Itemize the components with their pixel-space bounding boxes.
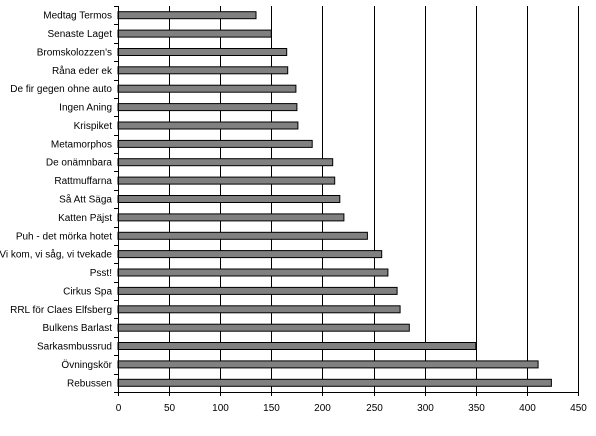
category-label: RRL för Claes Elfsberg: [10, 305, 112, 316]
bar: [117, 268, 389, 277]
category-label: Metamorphos: [51, 139, 112, 150]
x-tick-label: 100: [212, 403, 229, 414]
bar: [117, 360, 539, 369]
category-label: Rebussen: [67, 378, 112, 389]
category-label: Bulkens Barlast: [43, 323, 113, 334]
x-tick-label: 300: [417, 403, 434, 414]
category-label: Rattmuffarna: [54, 176, 112, 187]
bar: [117, 103, 298, 112]
bar: [117, 323, 410, 332]
category-label: Puh - det mörka hotet: [16, 231, 112, 242]
bar: [117, 305, 401, 314]
bar: [117, 84, 297, 93]
x-tick-label: 50: [164, 403, 176, 414]
axes: [114, 6, 579, 396]
category-label: Övningskör: [61, 359, 112, 371]
bar: [117, 378, 552, 387]
bar: [117, 286, 398, 295]
bar: [117, 250, 383, 259]
category-label: Vi kom, vi såg, vi tvekade: [0, 249, 112, 261]
bar: [117, 29, 272, 38]
x-tick-label: 250: [366, 403, 383, 414]
category-label: Psst!: [90, 268, 112, 279]
category-label: Så Att Säga: [59, 194, 112, 206]
category-label: Bromskolozzen's: [37, 48, 112, 59]
bar: [117, 121, 299, 130]
category-label: Krispiket: [74, 121, 113, 132]
category-label: Cirkus Spa: [63, 286, 112, 297]
bar: [117, 66, 289, 75]
bar: [117, 195, 341, 203]
bar: [117, 158, 334, 167]
x-tick-label: 0: [116, 403, 122, 414]
bar: [117, 48, 288, 56]
bar: [117, 231, 368, 240]
x-tick-labels: 0 50 100 150 200 250 300 350 400 450: [116, 403, 588, 414]
category-label: De fir gegen ohne auto: [10, 84, 112, 95]
bar: [117, 342, 477, 350]
bar: [117, 213, 345, 222]
bar: [117, 176, 336, 185]
x-tick-label: 200: [314, 403, 331, 414]
category-label: Sarkasmbussrud: [37, 342, 112, 353]
category-label: Ingen Aning: [59, 103, 112, 114]
category-label: Råna eder ek: [52, 65, 113, 77]
bar: [117, 11, 257, 20]
bar: [117, 139, 313, 148]
x-tick-label: 150: [263, 403, 280, 414]
category-label: Katten Päjst: [58, 213, 112, 224]
x-tick-label: 450: [570, 403, 587, 414]
category-label: De onämnbara: [46, 158, 113, 169]
category-label: Medtag Termos: [43, 11, 112, 22]
category-label: Senaste Laget: [48, 29, 113, 40]
category-labels: Medtag Termos Senaste Laget Bromskolozzen'…: [0, 11, 113, 390]
x-tick-label: 350: [468, 403, 485, 414]
x-tick-label: 400: [519, 403, 536, 414]
